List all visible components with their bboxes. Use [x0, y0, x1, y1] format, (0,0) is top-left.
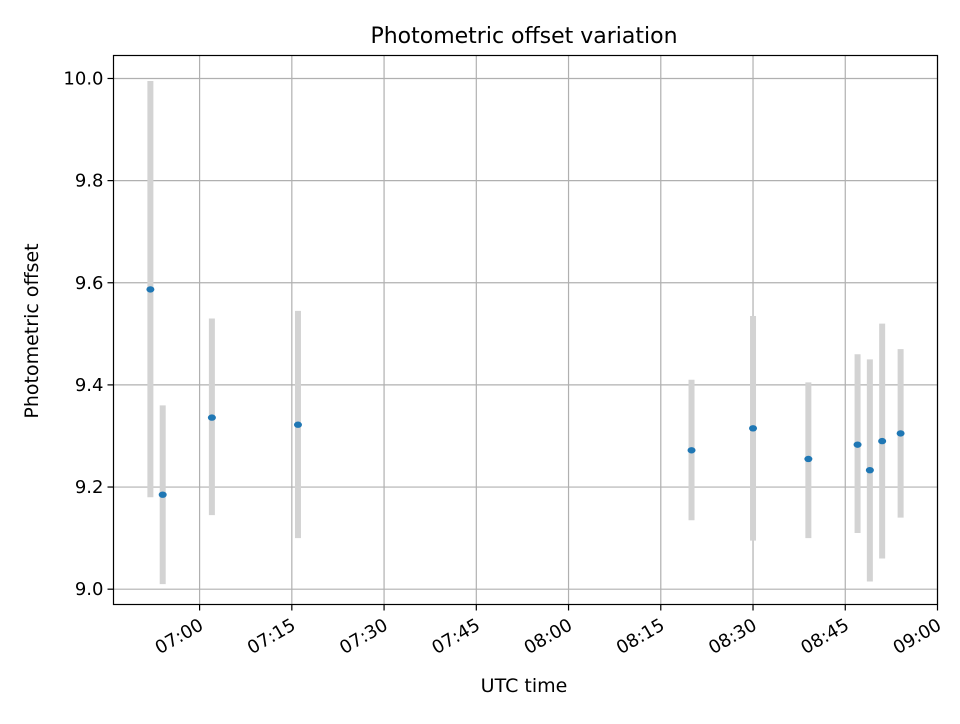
- data-point: [878, 437, 887, 445]
- y-axis-label: Photometric offset: [21, 243, 43, 418]
- y-tick-label: 9.4: [75, 375, 104, 396]
- x-tick-label: 08:15: [613, 615, 668, 659]
- plot-frame: [112, 54, 939, 606]
- y-axis-ticks: 9.0 9.2 9.4 9.6 9.8 10.0: [63, 68, 114, 600]
- data-point: [804, 455, 813, 463]
- grid: [113, 55, 939, 605]
- x-tick-label: 07:45: [428, 615, 483, 659]
- x-tick-label: 07:30: [336, 615, 391, 659]
- x-tick-label: 09:00: [890, 615, 945, 659]
- x-tick-label: 07:15: [244, 615, 299, 659]
- x-tick-label: 07:00: [152, 615, 207, 659]
- x-tick-label: 08:00: [521, 615, 576, 659]
- data-point: [853, 441, 862, 448]
- data-point: [896, 430, 905, 437]
- data-points: [146, 286, 905, 498]
- data-point: [865, 466, 874, 474]
- y-tick-label: 9.6: [75, 273, 104, 294]
- y-tick-label: 10.0: [63, 68, 103, 89]
- chart-title: Photometric offset variation: [370, 24, 677, 49]
- data-point: [158, 491, 167, 498]
- data-point: [749, 425, 758, 432]
- y-tick-label: 9.0: [75, 579, 104, 600]
- x-axis-label: UTC time: [481, 675, 568, 697]
- y-tick-label: 9.2: [75, 477, 104, 498]
- data-point: [207, 414, 216, 421]
- error-bars: [147, 81, 904, 585]
- x-axis-ticks: 07:00 07:15 07:30 07:45 08:00 08:15 08:30 08:45…: [152, 604, 945, 659]
- y-tick-label: 9.8: [75, 171, 104, 192]
- x-tick-label: 08:45: [797, 615, 852, 659]
- x-tick-label: 08:30: [705, 615, 760, 659]
- data-point: [687, 447, 696, 454]
- data-point: [293, 421, 302, 428]
- data-point: [146, 286, 155, 293]
